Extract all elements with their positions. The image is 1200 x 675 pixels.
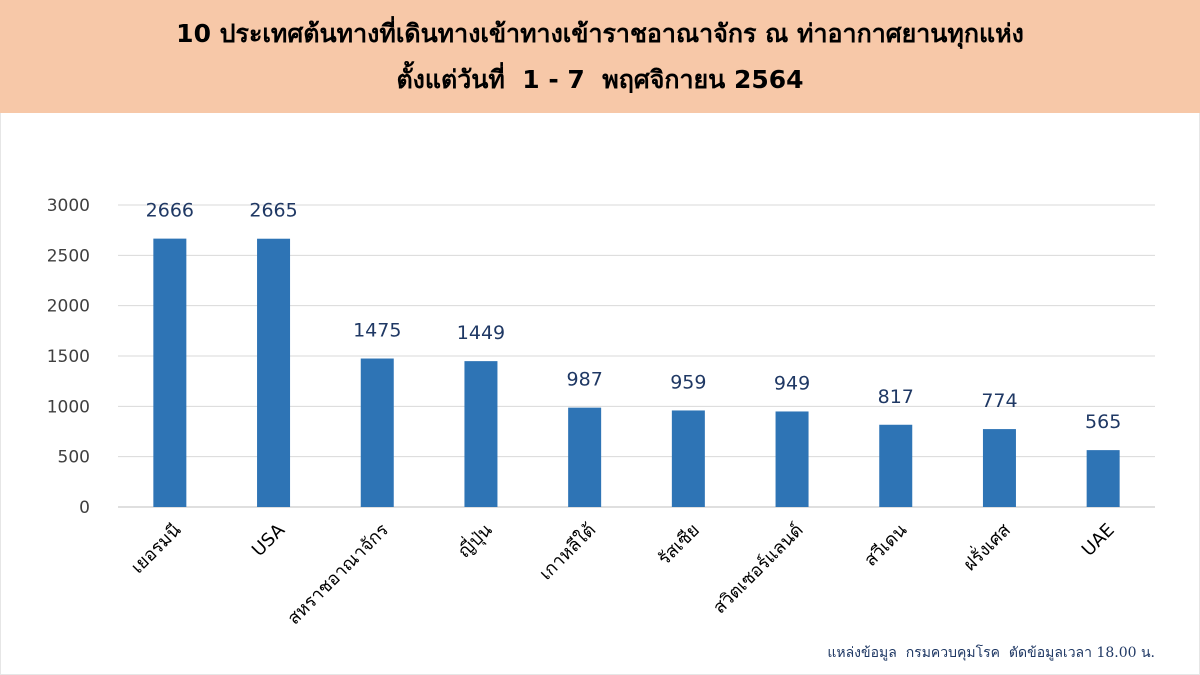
- bar: [464, 361, 498, 507]
- data-label: 817: [878, 386, 914, 408]
- x-category-label: สหราชอาณาจักร: [283, 519, 393, 629]
- data-label: 987: [567, 369, 603, 391]
- data-label: 959: [670, 371, 706, 393]
- source-note: แหล่งข้อมูล กรมควบคุมโรค ตัดข้อมูลเวลา 1…: [827, 645, 1155, 661]
- y-tick-label: 3000: [47, 196, 90, 216]
- x-category-label: UAE: [1078, 520, 1119, 561]
- x-category-label: USA: [248, 519, 290, 561]
- bar: [153, 238, 187, 507]
- chart-title: 10 ประเทศต้นทางที่เดินทางเข้าทางเข้าราชอ…: [176, 19, 1024, 48]
- bar: [1086, 450, 1120, 507]
- x-category-label: ญี่ปุ่น: [452, 518, 497, 563]
- data-label: 2666: [146, 200, 194, 222]
- y-tick-label: 2000: [47, 297, 90, 317]
- data-label: 2665: [249, 200, 297, 222]
- data-label: 565: [1085, 411, 1121, 433]
- y-tick-label: 1500: [47, 347, 90, 367]
- x-category-label: ฝรั่งเศส: [957, 518, 1015, 576]
- bar: [775, 411, 809, 507]
- bar-series: [153, 238, 1120, 507]
- x-category-label: สวีเดน: [860, 520, 911, 571]
- chart-subtitle: ตั้งแต่วันที่ 1 - 7 พฤศจิกายน 2564: [396, 65, 804, 94]
- x-category-label: เกาหลีใต้: [535, 519, 600, 584]
- bar: [671, 410, 705, 507]
- bar: [982, 429, 1016, 507]
- data-label: 949: [774, 372, 810, 394]
- data-label: 774: [981, 390, 1017, 412]
- data-label: 1449: [457, 322, 505, 344]
- x-category-label: เยอรมนี: [127, 520, 185, 578]
- grid-lines: [118, 204, 1155, 508]
- y-tick-label: 1000: [47, 397, 90, 417]
- x-category-label: สวิตเซอร์แลนด์: [709, 520, 807, 618]
- bar: [568, 407, 602, 507]
- y-tick-label: 500: [58, 448, 90, 468]
- data-label: 1475: [353, 320, 401, 342]
- bar: [360, 358, 394, 507]
- y-axis: 0 500 1000 1500 2000 2500 3000: [47, 196, 90, 518]
- y-tick-label: 2500: [47, 246, 90, 266]
- data-labels: 2666 2665 1475 1449 987 959 949 817 774 565: [146, 200, 1122, 434]
- title-band: 10 ประเทศต้นทางที่เดินทางเข้าทางเข้าราชอ…: [0, 0, 1200, 113]
- y-tick-label: 0: [79, 498, 90, 518]
- bar: [257, 238, 291, 507]
- x-category-label: รัสเซีย: [654, 520, 704, 570]
- bar: [879, 424, 913, 507]
